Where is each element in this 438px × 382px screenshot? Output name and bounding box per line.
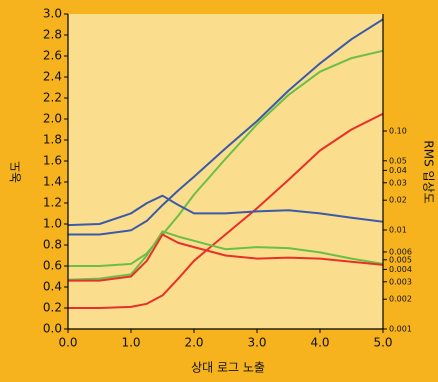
axes — [67, 14, 384, 330]
y2-tick-label: 0.003 — [389, 277, 412, 286]
y-axis-label: 농도 — [9, 161, 23, 183]
y-tick-label: 2.2 — [43, 91, 62, 105]
series-line — [67, 230, 384, 281]
x-tick-label: 0.0 — [58, 336, 77, 350]
y2-tick-label: 0.04 — [389, 166, 407, 175]
y2-tick-label: 0.002 — [389, 295, 412, 304]
y-tick-label: 0.6 — [43, 259, 62, 273]
y-tick-label: 0.8 — [43, 238, 62, 252]
y-tick-label: 1.2 — [43, 196, 62, 210]
y-tick-label: 1.6 — [43, 154, 62, 168]
y2-tick-label: 0.01 — [389, 226, 407, 235]
y-tick-label: 1.8 — [43, 133, 62, 147]
x-tick-label: 3.0 — [247, 336, 266, 350]
y-tick-label: 2.4 — [43, 70, 62, 84]
y-tick-label: 2.0 — [43, 112, 62, 126]
y2-tick-label: 0.03 — [389, 178, 407, 187]
series-line — [67, 194, 384, 227]
y2-tick-label: 0.005 — [389, 255, 412, 264]
y2-tick-label: 0.05 — [389, 156, 407, 165]
plot-area — [68, 14, 383, 329]
x-tick-label: 1.0 — [121, 336, 140, 350]
y-tick-label: 0.0 — [43, 322, 62, 336]
y2-tick-label: 0.001 — [389, 325, 412, 334]
y2-tick-label: 0.006 — [389, 247, 412, 256]
y-tick-label: 1.0 — [43, 217, 62, 231]
y2-tick-label: 0.004 — [389, 265, 412, 274]
x-tick-label: 2.0 — [184, 336, 203, 350]
y2-tick-label: 0.02 — [389, 196, 407, 205]
y-tick-label: 1.4 — [43, 175, 62, 189]
y-tick-label: 0.4 — [43, 280, 62, 294]
y2-tick-label: 0.10 — [389, 127, 407, 136]
series-line — [68, 112, 384, 309]
y-tick-label: 0.2 — [43, 301, 62, 315]
x-tick-label: 4.0 — [310, 336, 329, 350]
x-tick-label: 5.0 — [373, 336, 392, 350]
y-tick-label: 3.0 — [43, 7, 62, 21]
series-line — [68, 49, 384, 267]
y-tick-label: 2.8 — [43, 28, 62, 42]
x-axis-label: 상대 로그 노출 — [191, 361, 265, 375]
series-line — [68, 233, 384, 282]
y2-axis-label: RMS 입상도 — [422, 140, 436, 203]
series-line — [68, 18, 384, 236]
y-tick-label: 2.6 — [43, 49, 62, 63]
